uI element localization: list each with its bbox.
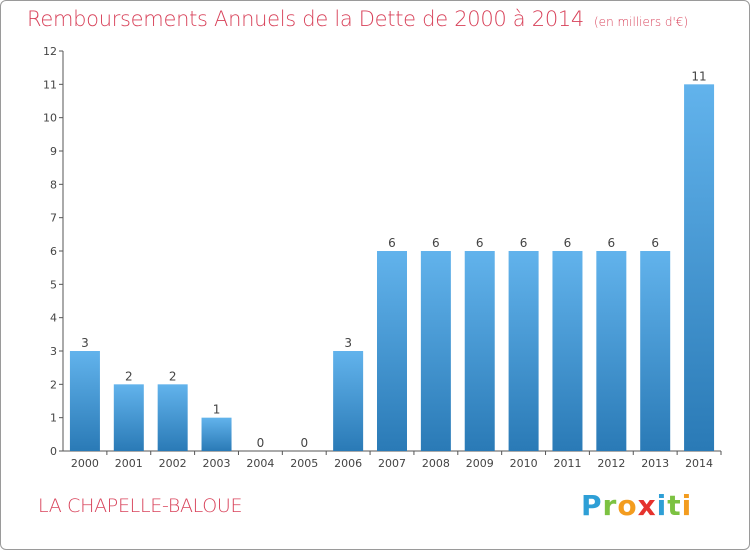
- y-tick-label: 7: [50, 212, 57, 225]
- bar: [684, 84, 715, 451]
- x-tick-label: 2005: [290, 457, 318, 470]
- data-label: 3: [344, 336, 352, 350]
- chart-bars: [69, 84, 715, 451]
- data-label: 6: [476, 236, 484, 250]
- y-tick-label: 11: [43, 78, 57, 91]
- data-label: 0: [300, 436, 308, 450]
- commune-name: LA CHAPELLE-BALOUE: [38, 495, 243, 517]
- x-tick-label: 2011: [553, 457, 581, 470]
- logo-letter: P: [581, 489, 603, 522]
- x-tick-label: 2001: [115, 457, 143, 470]
- x-tick-label: 2006: [334, 457, 362, 470]
- y-tick-label: 10: [43, 112, 57, 125]
- x-tick-label: 2007: [378, 457, 406, 470]
- x-tick-label: 2010: [510, 457, 538, 470]
- y-tick-label: 8: [50, 178, 57, 191]
- x-tick-label: 2000: [71, 457, 99, 470]
- bar: [552, 251, 583, 451]
- logo-letter: t: [667, 489, 682, 522]
- x-tick-label: 2012: [597, 457, 625, 470]
- y-tick-label: 9: [50, 145, 57, 158]
- data-label: 6: [564, 236, 572, 250]
- logo-letter: i: [681, 489, 693, 522]
- y-tick-label: 4: [50, 312, 57, 325]
- data-label: 6: [388, 236, 396, 250]
- logo-letter: x: [637, 489, 657, 522]
- chart-title: Remboursements Annuels de la Dette de 20…: [27, 7, 688, 31]
- x-tick-label: 2002: [159, 457, 187, 470]
- bar: [69, 351, 100, 451]
- x-tick-label: 2014: [685, 457, 713, 470]
- proxiti-logo: Proxiti: [581, 489, 692, 522]
- bar: [157, 384, 188, 451]
- bar: [596, 251, 627, 451]
- data-label: 2: [169, 369, 177, 383]
- logo-letter: o: [617, 489, 638, 522]
- data-label: 2: [125, 369, 133, 383]
- y-tick-label: 2: [50, 378, 57, 391]
- x-tick-label: 2004: [246, 457, 274, 470]
- x-tick-label: 2009: [466, 457, 494, 470]
- y-tick-label: 6: [50, 245, 57, 258]
- x-tick-label: 2003: [203, 457, 231, 470]
- y-tick-label: 5: [50, 278, 57, 291]
- y-tick-label: 12: [43, 45, 57, 58]
- chart-subtitle: (en milliers d'€): [594, 15, 689, 29]
- bar: [333, 351, 364, 451]
- chart-title-text: Remboursements Annuels de la Dette de 20…: [27, 7, 584, 31]
- bar: [464, 251, 495, 451]
- data-label: 0: [257, 436, 265, 450]
- bar: [420, 251, 451, 451]
- logo-letter: i: [656, 489, 668, 522]
- bar: [508, 251, 539, 451]
- bar: [113, 384, 144, 451]
- logo-letter: r: [602, 489, 618, 522]
- data-label: 6: [651, 236, 659, 250]
- x-tick-label: 2013: [641, 457, 669, 470]
- data-label: 6: [520, 236, 528, 250]
- bar: [377, 251, 407, 451]
- bar: [201, 417, 232, 451]
- y-tick-label: 3: [50, 345, 57, 358]
- x-tick-label: 2008: [422, 457, 450, 470]
- chart-labels: 3 2 2 1 0 0 3 6 6 6 6 6 6 6 11: [81, 69, 707, 450]
- data-label: 6: [608, 236, 616, 250]
- data-label: 3: [81, 336, 89, 350]
- data-label: 11: [691, 69, 706, 83]
- y-tick-label: 1: [50, 412, 57, 425]
- data-label: 6: [432, 236, 440, 250]
- bar: [640, 251, 671, 451]
- data-label: 1: [213, 403, 221, 417]
- y-tick-label: 0: [50, 445, 57, 458]
